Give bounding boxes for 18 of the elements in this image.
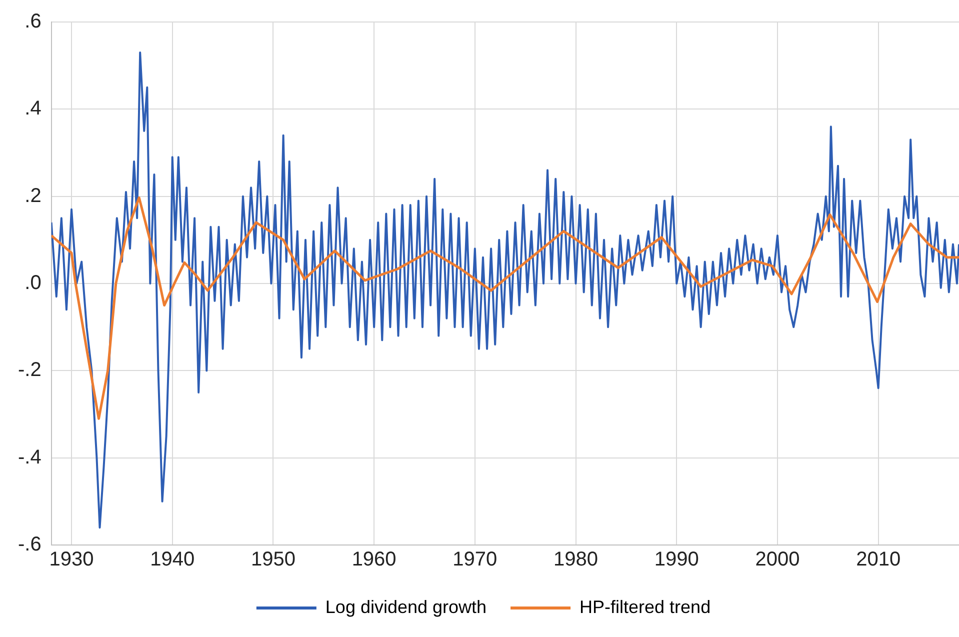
y-tick-label: .0 xyxy=(24,272,42,294)
x-tick-label: 1940 xyxy=(150,548,195,571)
x-tick-label: 1990 xyxy=(654,548,699,571)
x-tick-label: 2010 xyxy=(856,548,901,571)
x-tick-label: 1950 xyxy=(250,548,296,571)
legend-label: HP-filtered trend xyxy=(580,596,711,617)
x-tick-label: 2000 xyxy=(755,548,800,571)
x-tick-label: 1980 xyxy=(554,548,598,571)
y-tick-label: .6 xyxy=(24,10,42,33)
y-tick-label: -.4 xyxy=(18,446,42,468)
y-tick-label: -.6 xyxy=(18,534,42,556)
x-tick-label: 1930 xyxy=(49,548,94,571)
y-tick-label: .4 xyxy=(24,98,42,120)
x-tick-label: 1970 xyxy=(452,548,498,571)
legend-label: Log dividend growth xyxy=(325,596,487,617)
y-tick-label: .2 xyxy=(24,184,42,207)
x-tick-label: 1960 xyxy=(352,548,396,571)
y-tick-label: -.2 xyxy=(18,359,42,382)
